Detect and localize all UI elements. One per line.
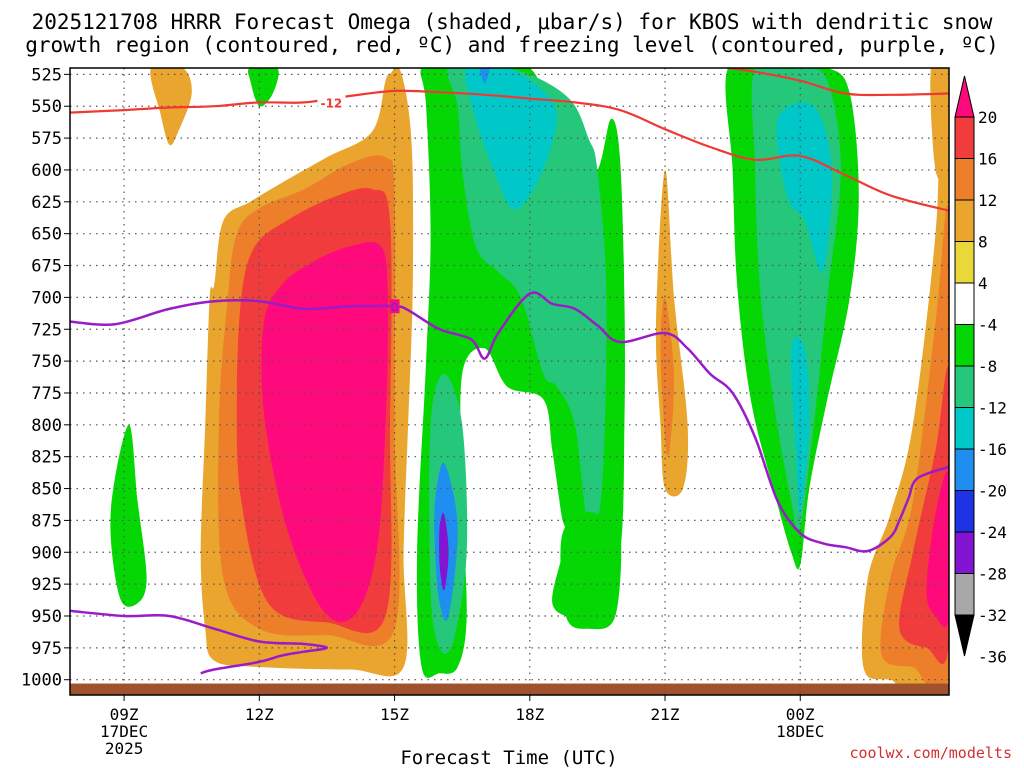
omega-region-blue-tiny — [480, 68, 490, 84]
y-tick-label: 975 — [31, 639, 62, 659]
x-axis-label: Forecast Time (UTC) — [400, 747, 617, 768]
y-tick-label: 675 — [31, 257, 62, 277]
colorbar-label: -24 — [978, 523, 1007, 542]
colorbar-segment — [954, 324, 975, 367]
colorbar-segment — [954, 116, 975, 159]
omega-region-gold-21z — [660, 297, 675, 456]
ground-layer — [70, 683, 949, 695]
omega-region-green-left — [110, 424, 147, 607]
colorbar-label: 8 — [978, 233, 988, 252]
colorbar-bottom-arrow — [954, 614, 975, 657]
ground-fill — [70, 683, 949, 695]
y-tick-label: 875 — [31, 511, 62, 531]
y-tick-label: 850 — [31, 480, 62, 500]
omega-region-red-br — [926, 471, 949, 628]
y-tick-label: 750 — [31, 352, 62, 372]
colorbar: 20 16 12 8 4 -4 -8 -12 -16 -20 -24 -28 -32 -36 — [954, 75, 1007, 667]
freezing-label-bg — [389, 299, 400, 314]
y-tick-label: 925 — [31, 575, 62, 595]
colorbar-segment — [954, 199, 975, 242]
x-tick-year: 2025 — [105, 739, 144, 758]
omega-region-teal-main — [447, 68, 607, 531]
colorbar-label: 16 — [978, 150, 997, 169]
omega-region-purple-low — [439, 512, 449, 591]
colorbar-label: -20 — [978, 482, 1007, 501]
colorbar-segment — [954, 158, 975, 201]
x-tick-label: 12Z — [245, 705, 274, 724]
chart-title-line2: growth region (contoured, red, ºC) and f… — [25, 33, 999, 57]
omega-region-green-top — [247, 68, 279, 107]
chart-title-line1: 2025121708 HRRR Forecast Omega (shaded, … — [32, 10, 993, 34]
colorbar-label: 12 — [978, 191, 997, 210]
contour-lines: -12 0 — [70, 68, 949, 675]
x-tick-label: 21Z — [651, 705, 680, 724]
colorbar-segment — [954, 448, 975, 491]
plot-frame — [69, 67, 950, 696]
y-tick-label: 700 — [31, 288, 62, 308]
freezing-level-line-low — [70, 609, 329, 675]
colorbar-label: -36 — [978, 648, 1007, 667]
colorbar-segment — [954, 241, 975, 284]
omega-region-cyan-right — [776, 102, 833, 273]
plot-area: -12 0 — [69, 67, 950, 696]
y-tick-label: 775 — [31, 384, 62, 404]
y-tick-label: 625 — [31, 193, 62, 213]
colorbar-segment — [954, 365, 975, 408]
colorbar-segment — [954, 407, 975, 450]
y-tick-label: 525 — [31, 65, 62, 85]
colorbar-label: -16 — [978, 440, 1007, 459]
y-tick-label: 550 — [31, 97, 62, 117]
colorbar-segment — [954, 531, 975, 574]
y-tick-label: 650 — [31, 225, 62, 245]
colorbar-segment — [954, 282, 975, 325]
dendritic-contour-label: -12 — [321, 96, 343, 110]
credit-text: coolwx.com/modelts — [849, 744, 1012, 762]
y-tick-label: 950 — [31, 607, 62, 627]
y-tick-label: 900 — [31, 543, 62, 563]
y-tick-label: 825 — [31, 448, 62, 468]
freezing-level-line — [70, 291, 949, 553]
y-tick-label: 575 — [31, 129, 62, 149]
x-tick-label: 00Z — [786, 705, 815, 724]
omega-region-green-lowblob — [560, 511, 622, 630]
y-tick-label: 725 — [31, 320, 62, 340]
colorbar-label: -4 — [978, 316, 997, 335]
x-tick-date: 18DEC — [776, 722, 824, 741]
y-tick-label: 1000 — [21, 671, 62, 691]
colorbar-segment — [954, 573, 975, 616]
colorbar-label: 4 — [978, 274, 988, 293]
dendritic-contour-line-top — [720, 68, 949, 97]
dendritic-contour-line — [70, 89, 949, 212]
colorbar-label: -8 — [978, 357, 997, 376]
colorbar-label: 20 — [978, 108, 997, 127]
y-axis-ticks: 525 550 575 600 625 650 675 700 725 750 775 800 825 8… — [21, 65, 70, 691]
x-tick-date: 17DEC — [100, 722, 148, 741]
omega-region-cyan-main — [465, 68, 558, 210]
y-tick-label: 800 — [31, 416, 62, 436]
freezing-contour-label: 0 — [390, 300, 398, 314]
colorbar-label: -12 — [978, 399, 1007, 418]
colorbar-top-arrow — [954, 75, 975, 118]
colorbar-label: -28 — [978, 565, 1007, 584]
x-tick-label: 09Z — [110, 705, 139, 724]
dendritic-label-bg — [317, 94, 346, 110]
omega-shading — [110, 68, 949, 695]
omega-region-main-magenta — [322, 297, 388, 612]
y-tick-label: 600 — [31, 161, 62, 181]
x-tick-label: 15Z — [380, 705, 409, 724]
omega-region-yellow-topright — [930, 68, 949, 183]
omega-region-warm-yellow — [150, 68, 192, 146]
x-tick-label: 18Z — [515, 705, 544, 724]
grid-lines — [70, 68, 949, 695]
colorbar-label: -32 — [978, 606, 1007, 625]
colorbar-segment — [954, 490, 975, 533]
